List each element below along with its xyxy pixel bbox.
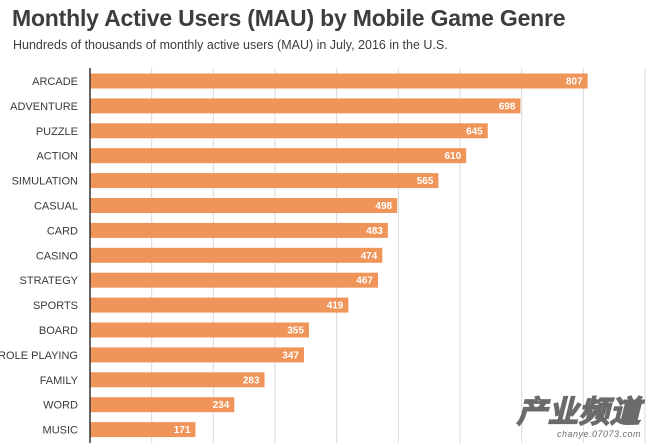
bar-family: [90, 372, 265, 388]
category-label-card: CARD: [47, 225, 78, 237]
bars: [90, 73, 588, 438]
value-label-board: 355: [287, 326, 304, 337]
category-label-sports: SPORTS: [33, 300, 78, 312]
bar-strategy: [90, 272, 378, 288]
category-label-family: FAMILY: [40, 375, 79, 387]
value-label-arcade: 807: [566, 77, 583, 88]
value-label-casual: 498: [375, 201, 392, 212]
category-label-simulation: SIMULATION: [12, 176, 78, 188]
category-label-board: BOARD: [39, 325, 78, 337]
bar-casino: [90, 247, 383, 263]
bar-casual: [90, 198, 398, 213]
value-label-music: 171: [174, 425, 191, 436]
bar-word: [90, 397, 235, 413]
bar-adventure: [90, 98, 521, 114]
category-label-strategy: STRATEGY: [20, 275, 79, 287]
bar-card: [90, 222, 388, 238]
value-label-family: 283: [243, 375, 260, 386]
category-label-word: WORD: [43, 400, 78, 412]
bar-music: [90, 422, 196, 438]
value-label-sports: 419: [327, 301, 344, 312]
category-label-music: MUSIC: [43, 425, 79, 437]
chart-title: Monthly Active Users (MAU) by Mobile Gam…: [12, 5, 566, 31]
category-label-role-playing: ROLE PLAYING: [0, 350, 78, 362]
category-label-action: ACTION: [36, 151, 78, 163]
category-label-arcade: ARCADE: [32, 76, 78, 88]
value-label-word: 234: [213, 400, 230, 411]
category-label-adventure: ADVENTURE: [10, 101, 78, 113]
watermark-url: chanye.07073.com: [556, 429, 641, 439]
watermark: 产业频道 chanye.07073.com: [516, 395, 641, 439]
bar-arcade: [90, 73, 588, 89]
value-labels: 807 698 645 610 565 498 483 474 467 419 355 347 283 2…: [174, 77, 583, 437]
value-label-action: 610: [444, 151, 461, 162]
bar-simulation: [90, 173, 439, 189]
category-label-casino: CASINO: [36, 250, 79, 262]
category-label-puzzle: PUZZLE: [36, 126, 78, 138]
category-label-casual: CASUAL: [34, 201, 78, 213]
value-label-strategy: 467: [356, 276, 373, 287]
value-label-adventure: 698: [499, 101, 516, 112]
value-label-card: 483: [366, 226, 383, 237]
value-label-role-playing: 347: [282, 350, 299, 361]
value-label-puzzle: 645: [466, 126, 483, 137]
watermark-logo-text: 产业频道: [516, 395, 641, 430]
value-label-casino: 474: [361, 251, 378, 262]
bar-puzzle: [90, 123, 488, 139]
category-labels: ARCADE ADVENTURE PUZZLE ACTION SIMULATION CAS…: [0, 76, 79, 437]
value-label-simulation: 565: [417, 176, 434, 187]
bar-role-playing: [90, 347, 304, 363]
bar-sports: [90, 297, 349, 313]
bar-action: [90, 148, 467, 164]
chart-subtitle: Hundreds of thousands of monthly active …: [13, 38, 448, 52]
bar-board: [90, 322, 309, 338]
